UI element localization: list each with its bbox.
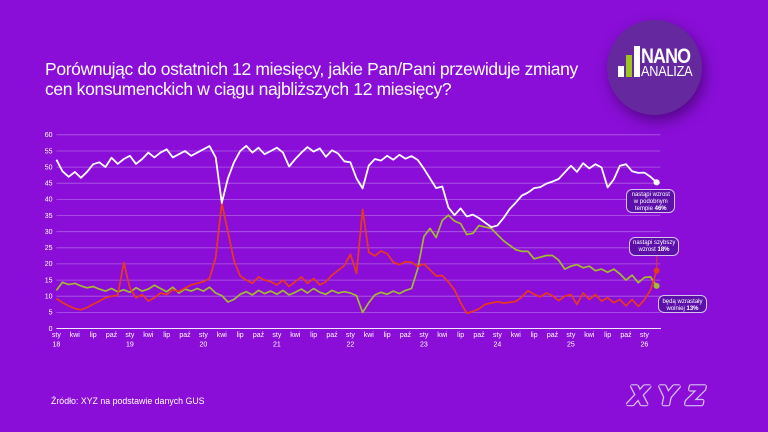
svg-text:paź: paź xyxy=(473,332,485,339)
svg-text:sty: sty xyxy=(346,332,355,339)
svg-text:30: 30 xyxy=(45,229,53,236)
svg-text:25: 25 xyxy=(45,245,53,252)
svg-text:lip: lip xyxy=(90,332,97,339)
svg-text:sty: sty xyxy=(566,332,575,339)
svg-text:sty: sty xyxy=(419,332,428,339)
svg-text:lip: lip xyxy=(604,332,611,339)
svg-text:0: 0 xyxy=(49,326,53,333)
svg-text:kwi: kwi xyxy=(584,332,595,339)
svg-text:kwi: kwi xyxy=(290,332,301,339)
svg-text:sty: sty xyxy=(493,332,502,339)
svg-text:22: 22 xyxy=(347,342,355,349)
svg-text:kwi: kwi xyxy=(511,332,522,339)
svg-text:kwi: kwi xyxy=(70,332,81,339)
svg-text:19: 19 xyxy=(126,342,134,349)
svg-text:kwi: kwi xyxy=(437,332,448,339)
svg-text:20: 20 xyxy=(45,261,53,268)
svg-text:50: 50 xyxy=(45,164,53,171)
svg-text:20: 20 xyxy=(200,342,208,349)
svg-text:lip: lip xyxy=(531,332,538,339)
svg-text:26: 26 xyxy=(641,342,649,349)
svg-text:XYZ: XYZ xyxy=(627,381,714,410)
svg-text:paź: paź xyxy=(400,332,412,339)
svg-text:lip: lip xyxy=(163,332,170,339)
svg-text:paź: paź xyxy=(326,332,338,339)
svg-text:lip: lip xyxy=(310,332,317,339)
svg-text:sty: sty xyxy=(199,332,208,339)
svg-text:kwi: kwi xyxy=(217,332,228,339)
svg-text:40: 40 xyxy=(45,197,53,204)
svg-text:paź: paź xyxy=(253,332,265,339)
svg-text:lip: lip xyxy=(384,332,391,339)
svg-text:21: 21 xyxy=(273,342,281,349)
svg-text:24: 24 xyxy=(494,342,502,349)
svg-text:lip: lip xyxy=(237,332,244,339)
svg-text:paź: paź xyxy=(179,332,191,339)
svg-text:paź: paź xyxy=(620,332,632,339)
svg-text:paź: paź xyxy=(547,332,559,339)
svg-text:XYZ: XYZ xyxy=(627,381,714,410)
svg-text:35: 35 xyxy=(45,213,53,220)
svg-text:45: 45 xyxy=(45,181,53,188)
svg-text:55: 55 xyxy=(45,148,53,155)
svg-text:sty: sty xyxy=(52,332,61,339)
svg-text:sty: sty xyxy=(125,332,134,339)
svg-text:kwi: kwi xyxy=(143,332,154,339)
svg-text:25: 25 xyxy=(567,342,575,349)
svg-text:5: 5 xyxy=(49,310,53,317)
svg-text:15: 15 xyxy=(45,277,53,284)
svg-text:23: 23 xyxy=(420,342,428,349)
svg-text:60: 60 xyxy=(45,132,53,139)
svg-text:sty: sty xyxy=(272,332,281,339)
svg-text:sty: sty xyxy=(640,332,649,339)
svg-text:18: 18 xyxy=(53,342,61,349)
svg-text:paź: paź xyxy=(106,332,118,339)
svg-text:10: 10 xyxy=(45,294,53,301)
svg-text:kwi: kwi xyxy=(364,332,375,339)
svg-text:lip: lip xyxy=(457,332,464,339)
